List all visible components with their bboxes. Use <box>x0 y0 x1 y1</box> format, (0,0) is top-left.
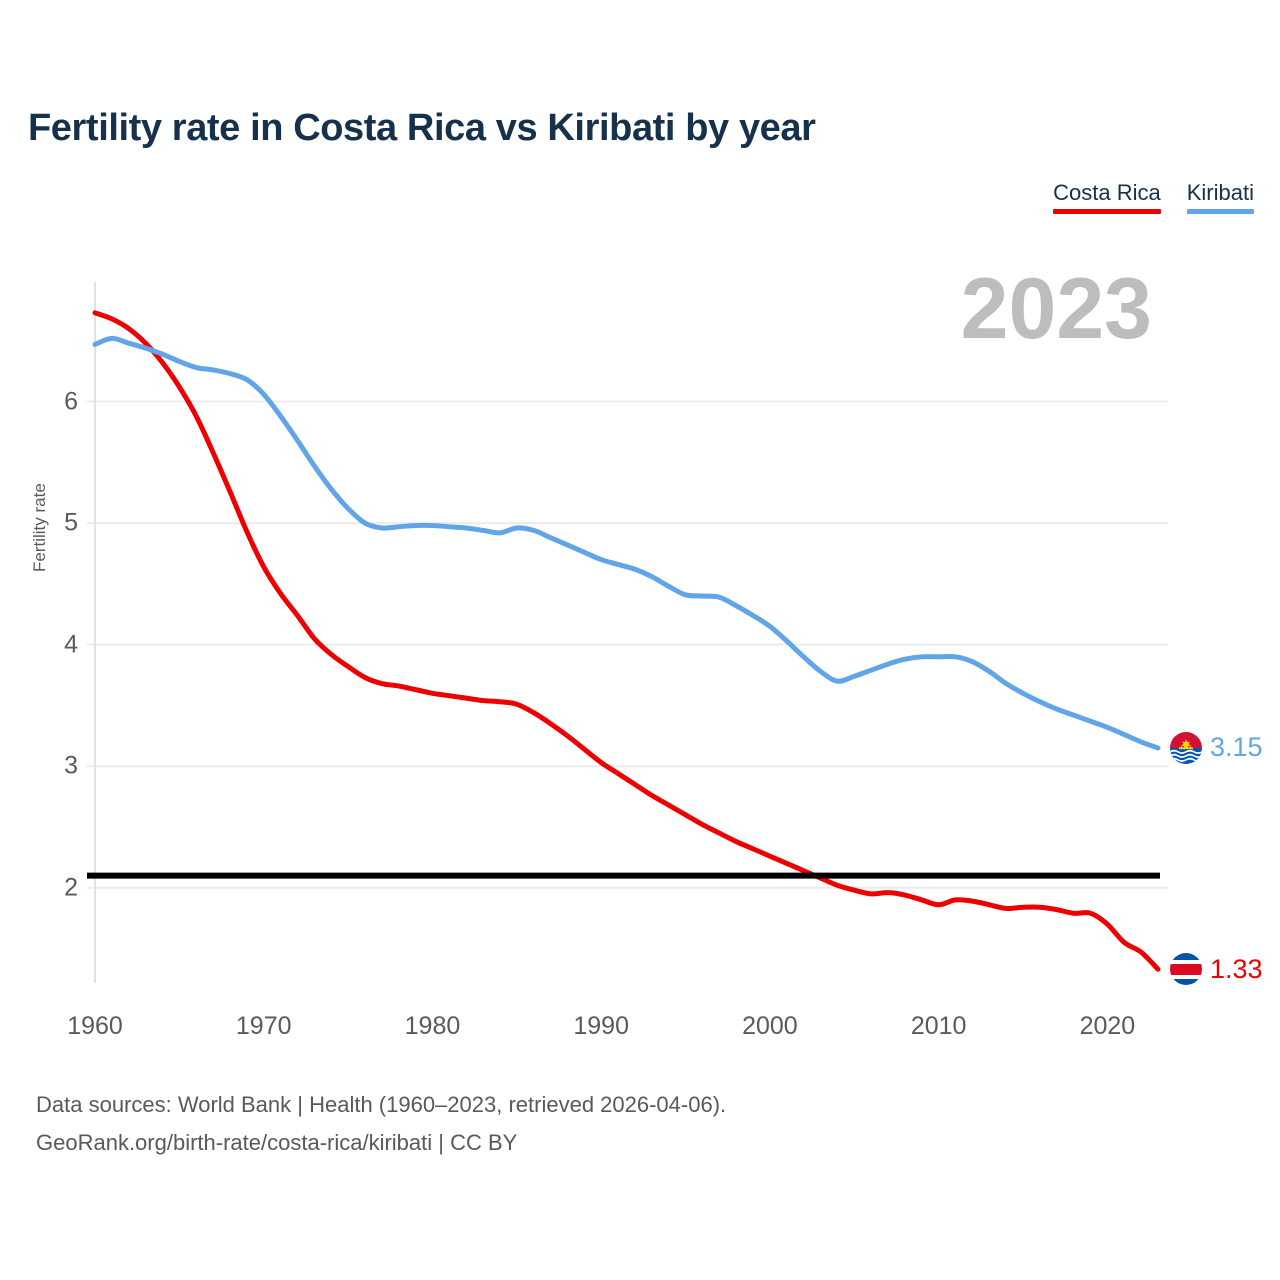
x-axis-tick-label: 1980 <box>404 1012 461 1040</box>
costa-rica-flag-icon <box>1170 953 1202 986</box>
x-axis-tick-label: 2000 <box>742 1012 798 1040</box>
end-value-costa-rica: 1.33 <box>1210 953 1263 984</box>
end-value-kiribati: 3.15 <box>1210 732 1263 763</box>
footer-line-url: GeoRank.org/birth-rate/costa-rica/kiriba… <box>36 1130 518 1155</box>
y-axis-tick-label: 2 <box>64 873 78 902</box>
page-title: Fertility rate in Costa Rica vs Kiribati… <box>28 107 816 149</box>
x-axis-tick-label: 1990 <box>573 1012 629 1040</box>
y-axis-ticks: 2 3 4 5 6 <box>0 0 78 1280</box>
y-axis-tick-label: 6 <box>64 387 78 416</box>
footer-attribution: Data sources: World Bank | Health (1960–… <box>36 1086 726 1162</box>
x-axis-tick-label: 2020 <box>1079 1012 1136 1040</box>
legend-swatch-kiribati <box>1186 209 1254 214</box>
legend-item-costa-rica[interactable]: Costa Rica <box>1053 180 1161 214</box>
end-label-costa-rica: 1.33 <box>1170 953 1263 986</box>
legend-label-costa-rica: Costa Rica <box>1053 180 1161 205</box>
x-axis-tick-label: 1970 <box>235 1012 292 1040</box>
footer-line-sources: Data sources: World Bank | Health (1960–… <box>36 1092 727 1117</box>
x-axis-tick-label: 1960 <box>67 1012 123 1040</box>
kiribati-flag-icon <box>1170 731 1202 764</box>
y-axis-tick-label: 3 <box>64 751 78 780</box>
legend-label-kiribati: Kiribati <box>1186 180 1254 205</box>
chart-legend: Costa Rica Kiribati <box>1053 180 1254 214</box>
y-axis-tick-label: 4 <box>64 630 78 659</box>
x-axis-tick-label: 2010 <box>910 1012 967 1040</box>
end-label-kiribati: 3.15 <box>1170 731 1263 764</box>
year-watermark: 2023 <box>960 261 1152 357</box>
legend-item-kiribati[interactable]: Kiribati <box>1186 180 1254 214</box>
legend-swatch-costa-rica <box>1053 209 1161 214</box>
y-axis-tick-label: 5 <box>64 508 78 537</box>
